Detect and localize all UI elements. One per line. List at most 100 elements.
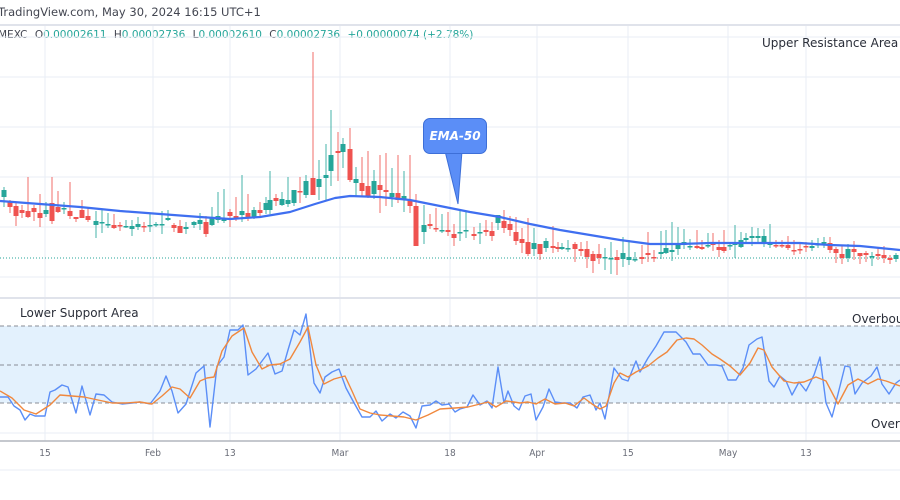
time-axis-label: Apr <box>529 448 545 459</box>
candle-body <box>755 236 761 238</box>
candle-body <box>596 254 602 258</box>
candle-body <box>495 215 501 223</box>
change-value: +0.00000074 (+2.78%) <box>347 29 474 41</box>
candle-body <box>519 239 525 243</box>
rsi-ma-line <box>0 326 900 421</box>
candle-body <box>881 255 887 258</box>
high-value: 0.00002736 <box>121 29 186 41</box>
candle-body <box>645 253 651 255</box>
candle-body <box>1 190 7 197</box>
candle-body <box>785 245 791 248</box>
candle-body <box>323 175 329 178</box>
candle-body <box>626 257 632 260</box>
candle-body <box>383 190 389 192</box>
candle-body <box>584 249 590 257</box>
candle-body <box>578 249 584 251</box>
candle-body <box>365 186 371 196</box>
candle-body <box>699 247 705 249</box>
candle-body <box>863 253 869 255</box>
candle-body <box>55 207 61 212</box>
candle-body <box>433 228 439 230</box>
candle-body <box>233 216 239 218</box>
candle-body <box>773 245 779 247</box>
candle-body <box>123 226 129 228</box>
candle-body <box>761 236 767 242</box>
candle-body <box>221 219 227 221</box>
candle-body <box>809 246 815 248</box>
ohlc-legend: MEXC O0.00002611 H0.00002736 L0.00002610… <box>0 29 474 41</box>
candle-body <box>19 210 25 213</box>
candle-body <box>105 224 111 226</box>
candle-body <box>749 236 755 238</box>
candle-body <box>371 181 377 194</box>
rsi-line <box>0 313 900 429</box>
candle-body <box>303 181 309 195</box>
candle-body <box>257 210 263 213</box>
candle-body <box>721 247 727 251</box>
time-axis-label: 15 <box>39 448 51 459</box>
candle-body <box>353 179 359 183</box>
candle-body <box>273 198 279 201</box>
candle-body <box>565 248 571 250</box>
candle-body <box>887 258 893 260</box>
candle-body <box>705 245 711 247</box>
chart-header: TradingView.com, May 30, 2024 16:15 UTC+… <box>0 0 900 24</box>
candle-body <box>550 246 556 248</box>
candle-body <box>477 232 483 234</box>
candle-body <box>590 254 596 261</box>
ema-50-callout: EMA-50 <box>423 118 487 154</box>
candle-body <box>694 246 700 248</box>
candle-body <box>501 221 507 228</box>
candle-body <box>153 224 159 226</box>
candle-body <box>347 149 353 180</box>
open-value: 0.00002611 <box>43 29 107 41</box>
candle-body <box>61 208 67 210</box>
candle-body <box>285 200 291 204</box>
candle-body <box>614 257 620 260</box>
candle-body <box>632 259 638 261</box>
candle-body <box>413 206 419 246</box>
candle-body <box>291 190 297 203</box>
candle-body <box>177 226 183 233</box>
candle-body <box>25 211 31 217</box>
candle-body <box>559 247 565 249</box>
candle-body <box>340 144 346 152</box>
candle-body <box>395 193 401 200</box>
close-value: 0.00002736 <box>276 29 341 41</box>
candle-body <box>507 224 513 230</box>
candle-body <box>857 253 863 256</box>
candle-body <box>251 210 257 217</box>
candle-body <box>85 216 91 220</box>
candle-body <box>445 230 451 232</box>
candle-body <box>99 222 105 224</box>
candle-body <box>239 211 245 215</box>
candle-body <box>377 185 383 190</box>
candle-body <box>839 254 845 258</box>
candle-body <box>687 246 693 248</box>
candle-body <box>451 234 457 238</box>
candle-body <box>663 248 669 253</box>
candle-body <box>743 238 749 240</box>
candle-body <box>803 246 809 248</box>
candle-body <box>845 249 851 258</box>
candle-body <box>67 211 73 216</box>
candle-body <box>73 217 79 219</box>
oversold-label: Oversold <box>871 417 900 431</box>
time-axis-label: 13 <box>800 448 812 459</box>
upper-resistance-label: Upper Resistance Area <box>762 36 899 50</box>
candle-body <box>279 199 285 205</box>
candle-body <box>401 196 407 200</box>
candle-body <box>389 193 395 197</box>
candle-body <box>513 232 519 241</box>
time-axis-label: 13 <box>224 448 236 459</box>
candle-body <box>537 244 543 254</box>
candle-body <box>7 202 13 207</box>
candle-body <box>263 203 269 210</box>
candle-body <box>797 249 803 251</box>
candle-body <box>727 245 733 247</box>
time-axis-label: Mar <box>331 448 349 459</box>
candle-body <box>543 241 549 248</box>
candle-body <box>197 220 203 224</box>
candle-body <box>471 234 477 236</box>
